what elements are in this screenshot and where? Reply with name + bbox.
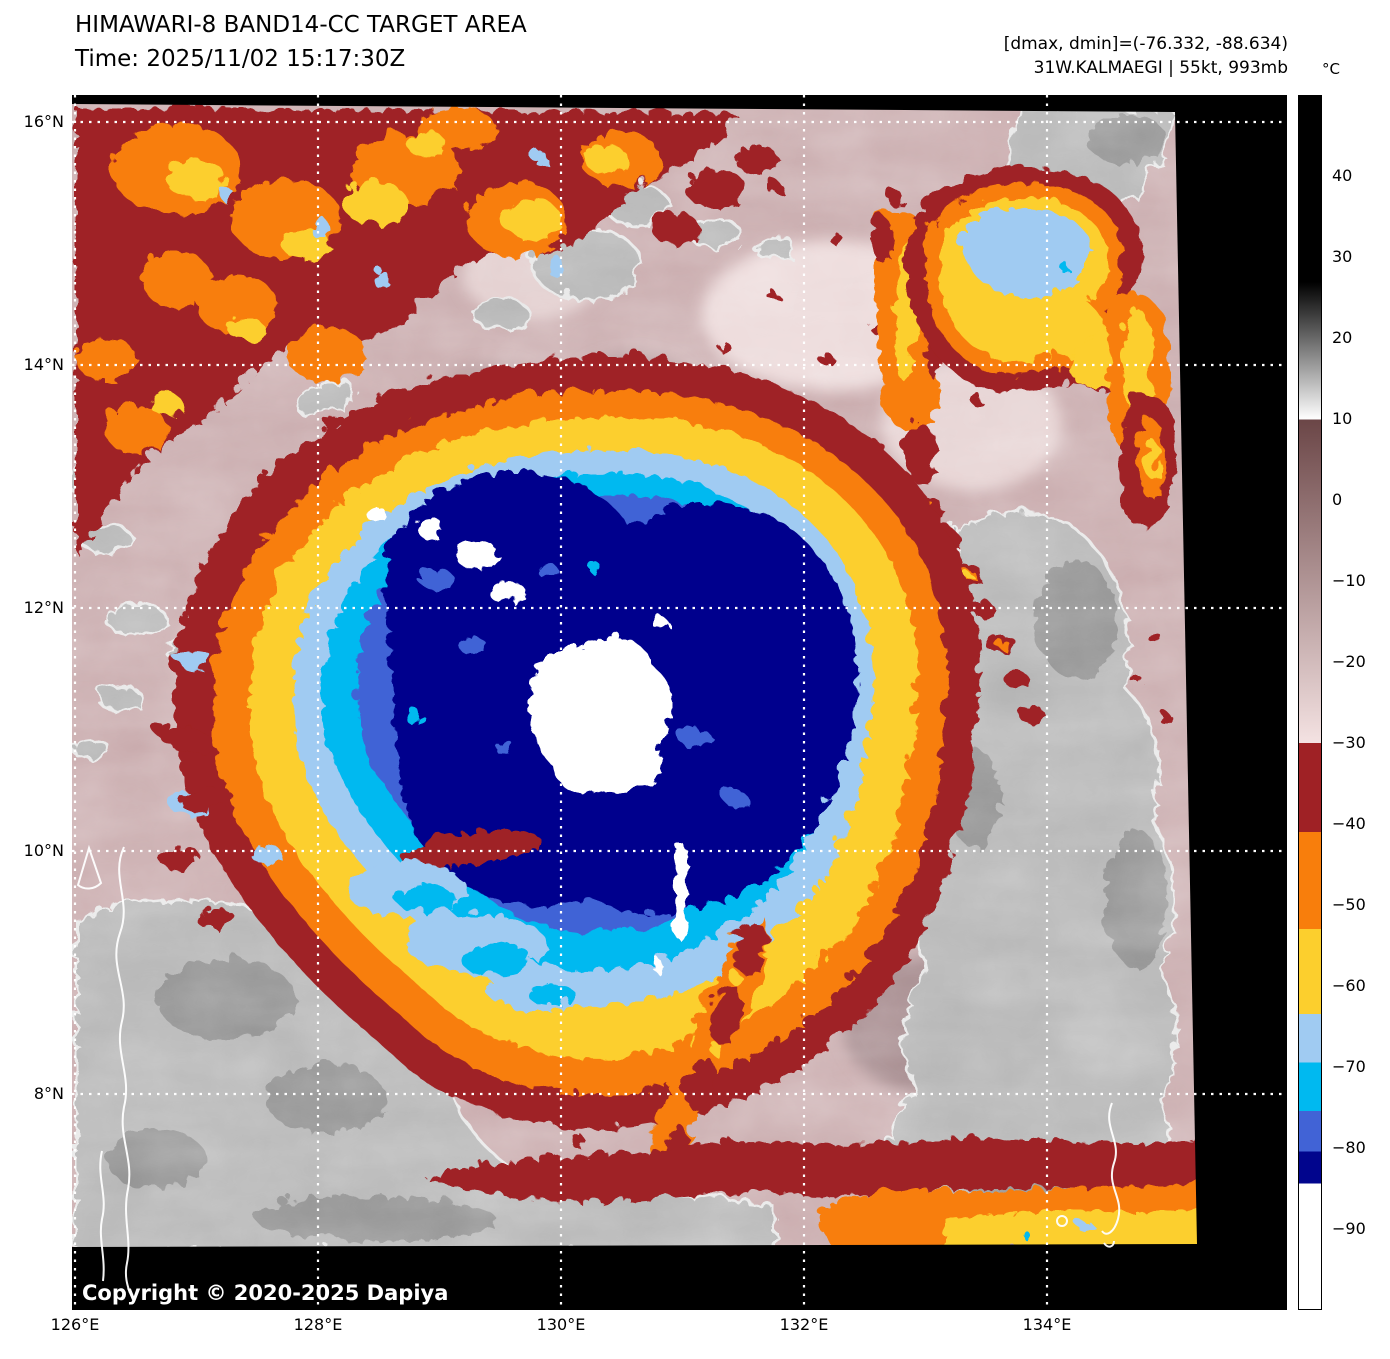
graticule-gridlines <box>72 95 1287 1310</box>
lon-tick-label: 132°E <box>779 1315 829 1334</box>
colorbar-tick-label: 40 <box>1332 166 1353 185</box>
lon-tick-label: 128°E <box>293 1315 343 1334</box>
islet-mark <box>1103 1240 1115 1248</box>
storm-info-block: [dmax, dmin]=(-76.332, -88.634) 31W.KALM… <box>898 32 1288 80</box>
colorbar-unit-label: °C <box>1322 60 1340 78</box>
colorbar-tick-label: −80 <box>1332 1138 1366 1157</box>
colorbar-tick-label: −60 <box>1332 976 1366 995</box>
colorbar-tick-label: 0 <box>1332 490 1343 509</box>
satellite-image <box>72 95 1287 1310</box>
colorbar-tick-label: −30 <box>1332 733 1366 752</box>
colorbar-tick-label: 10 <box>1332 409 1353 428</box>
timestamp-line: Time: 2025/11/02 15:17:30Z <box>75 46 406 72</box>
lon-tick-label: 130°E <box>536 1315 586 1334</box>
storm-id-label: 31W.KALMAEGI | 55kt, 993mb <box>1033 58 1288 78</box>
lat-tick-label: 16°N <box>23 112 64 131</box>
swath-imagery <box>72 104 1197 1247</box>
colorbar-tick-label: −50 <box>1332 895 1366 914</box>
island-coast-triangle <box>76 844 103 890</box>
satellite-image-plot <box>72 95 1287 1310</box>
colorbar-tick-label: 30 <box>1332 247 1353 266</box>
coastline-inner <box>99 1150 105 1282</box>
colorbar-tick-label: −90 <box>1332 1219 1366 1238</box>
lon-tick-label: 126°E <box>50 1315 100 1334</box>
island-ring <box>1056 1215 1068 1227</box>
dmax-dmin-label: [dmax, dmin]=(-76.332, -88.634) <box>1003 34 1288 54</box>
palau-coastline <box>1101 1102 1121 1235</box>
lat-tick-label: 12°N <box>23 598 64 617</box>
colorbar-tick-label: −20 <box>1332 652 1366 671</box>
coastlines <box>76 844 1121 1294</box>
mindanao-coastline <box>115 846 131 1294</box>
lat-tick-label: 14°N <box>23 355 64 374</box>
colorbar-tick-label: 20 <box>1332 328 1353 347</box>
temperature-colorbar <box>1298 95 1322 1310</box>
colorbar-tick-label: −70 <box>1332 1057 1366 1076</box>
colorbar-tick-label: −40 <box>1332 814 1366 833</box>
lon-tick-label: 134°E <box>1022 1315 1072 1334</box>
page-title: HIMAWARI-8 BAND14-CC TARGET AREA <box>75 12 527 38</box>
copyright-watermark: Copyright © 2020-2025 Dapiya <box>82 1281 449 1305</box>
lat-tick-label: 8°N <box>33 1084 64 1103</box>
convective-color-layers <box>72 104 1197 1247</box>
colorbar-tick-label: −10 <box>1332 571 1366 590</box>
lat-tick-label: 10°N <box>23 841 64 860</box>
